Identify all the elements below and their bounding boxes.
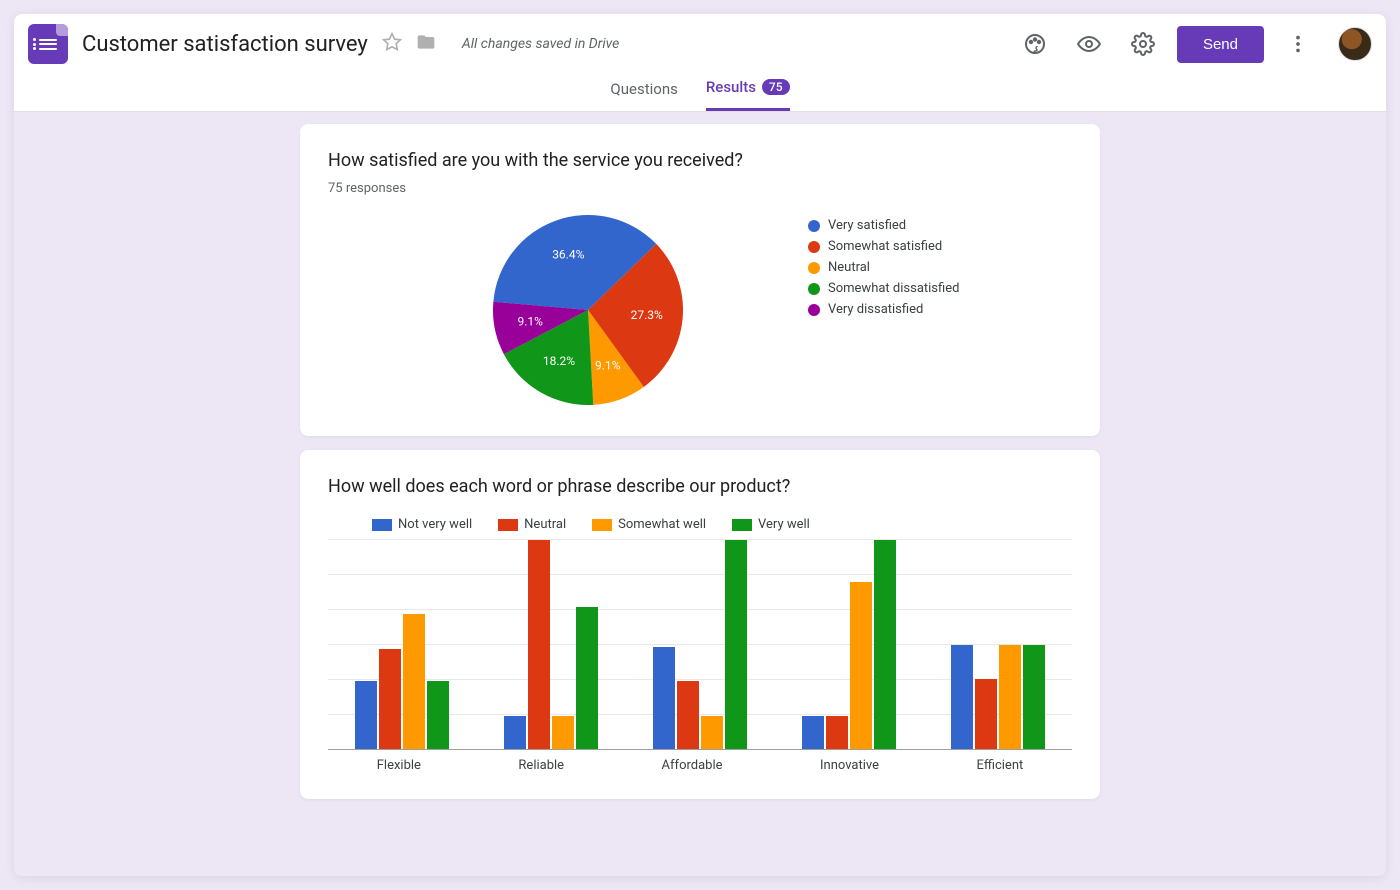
legend-item: Not very well — [372, 517, 472, 532]
bar-group — [802, 540, 896, 750]
header-bar: Customer satisfaction survey All changes… — [14, 14, 1386, 64]
legend-item: Neutral — [808, 260, 959, 275]
legend-color-swatch — [498, 519, 518, 531]
x-axis-label: Innovative — [820, 758, 879, 773]
send-button[interactable]: Send — [1177, 26, 1264, 63]
legend-color-dot — [808, 283, 820, 295]
legend-color-swatch — [592, 519, 612, 531]
legend-item: Very satisfied — [808, 218, 959, 233]
bar — [826, 716, 848, 750]
pie-legend: Very satisfied Somewhat satisfied Neutral S… — [808, 210, 959, 317]
legend-item: Somewhat well — [592, 517, 706, 532]
bar — [975, 679, 997, 750]
document-title[interactable]: Customer satisfaction survey — [82, 32, 368, 57]
bar — [427, 681, 449, 750]
bar — [951, 645, 973, 750]
preview-icon[interactable] — [1069, 24, 1109, 64]
legend-label: Neutral — [828, 260, 870, 275]
tab-bar: Questions Results 75 — [14, 64, 1386, 112]
bar — [874, 540, 896, 750]
pie-slice-label: 36.4% — [552, 247, 584, 261]
bar — [576, 607, 598, 750]
legend-color-dot — [808, 262, 820, 274]
more-icon[interactable] — [1278, 24, 1318, 64]
bar-x-labels: Flexible Reliable Affordable Innovative Effi… — [328, 758, 1072, 773]
pie-chart-card: How satisfied are you with the service y… — [300, 124, 1100, 436]
legend-color-dot — [808, 304, 820, 316]
pie-slice-label: 27.3% — [631, 308, 663, 322]
folder-icon[interactable] — [416, 32, 436, 57]
app-window: Customer satisfaction survey All changes… — [14, 14, 1386, 876]
legend-item: Very dissatisfied — [808, 302, 959, 317]
pie-slice-label: 9.1% — [595, 359, 621, 373]
legend-item: Somewhat satisfied — [808, 239, 959, 254]
bar — [1023, 645, 1045, 750]
tab-results[interactable]: Results 75 — [706, 78, 790, 111]
bar-group — [504, 540, 598, 750]
bar — [552, 716, 574, 750]
tab-results-label: Results — [706, 78, 756, 96]
bar — [677, 681, 699, 750]
bar — [725, 540, 747, 750]
bar — [850, 582, 872, 750]
results-count-badge: 75 — [762, 79, 790, 95]
legend-item: Neutral — [498, 517, 566, 532]
bar-group — [951, 645, 1045, 750]
bar — [999, 645, 1021, 750]
bar — [528, 540, 550, 750]
x-axis-label: Reliable — [518, 758, 564, 773]
user-avatar[interactable] — [1338, 27, 1372, 61]
legend-label: Somewhat dissatisfied — [828, 281, 959, 296]
bar-chart-title: How well does each word or phrase descri… — [328, 476, 1072, 497]
bar — [403, 614, 425, 751]
pie-chart-title: How satisfied are you with the service y… — [328, 150, 1072, 171]
legend-color-dot — [808, 220, 820, 232]
tab-questions[interactable]: Questions — [610, 78, 677, 111]
bar — [653, 647, 675, 750]
legend-label: Somewhat satisfied — [828, 239, 942, 254]
pie-chart-subtitle: 75 responses — [328, 181, 1072, 196]
save-status-text: All changes saved in Drive — [462, 36, 619, 52]
x-axis-label: Flexible — [377, 758, 421, 773]
pie-chart: 36.4% 27.3% 9.1% 18.2% 9.1% — [478, 210, 698, 410]
bar — [802, 716, 824, 750]
bar-group — [653, 540, 747, 750]
pie-slice-label: 18.2% — [543, 354, 575, 368]
legend-item: Very well — [732, 517, 810, 532]
bar-legend: Not very well Neutral Somewhat well Very we… — [372, 517, 1072, 532]
bar-chart — [328, 540, 1072, 750]
results-body: How satisfied are you with the service y… — [14, 112, 1386, 876]
legend-color-dot — [808, 241, 820, 253]
legend-label: Very dissatisfied — [828, 302, 923, 317]
bar — [504, 716, 526, 750]
bar-group — [355, 614, 449, 751]
x-axis-label: Affordable — [662, 758, 723, 773]
bar — [355, 681, 377, 750]
bar — [379, 649, 401, 750]
palette-icon[interactable] — [1015, 24, 1055, 64]
x-axis-label: Efficient — [976, 758, 1023, 773]
legend-color-swatch — [372, 519, 392, 531]
forms-logo-icon[interactable] — [28, 24, 68, 64]
star-icon[interactable] — [382, 32, 402, 57]
legend-label: Very satisfied — [828, 218, 906, 233]
bar — [701, 716, 723, 750]
pie-slice-label: 9.1% — [518, 315, 544, 329]
legend-color-swatch — [732, 519, 752, 531]
bar-chart-card: How well does each word or phrase descri… — [300, 450, 1100, 799]
settings-icon[interactable] — [1123, 24, 1163, 64]
legend-item: Somewhat dissatisfied — [808, 281, 959, 296]
